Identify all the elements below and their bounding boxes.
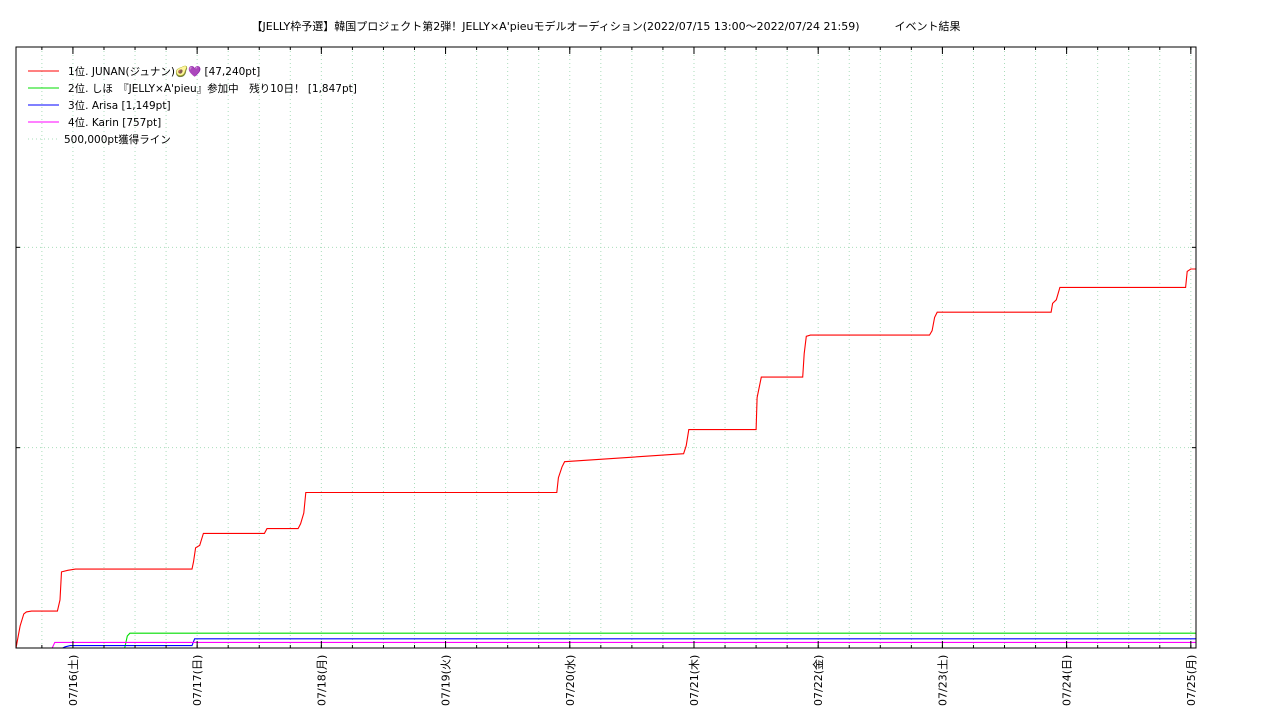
grid-layer: [16, 47, 1196, 648]
x-tick-label: 07/25(月): [1185, 655, 1198, 706]
chart-title: 【JELLY枠予選】韓国プロジェクト第2弾！JELLY×A'pieuモデルオーデ…: [0, 18, 1212, 34]
series-layer: [15, 268, 1196, 649]
x-tick-label: 07/18(月): [315, 655, 328, 706]
x-tick-label: 07/19(火): [440, 655, 453, 706]
x-tick-label: 07/17(日): [191, 655, 204, 706]
chart-title-suffix: イベント結果: [894, 20, 961, 33]
x-tick-label: 07/16(土): [67, 655, 80, 706]
series-line-1: [15, 268, 1196, 649]
legend: 1位. JUNAN(ジュナン)🥑💜 [47,240pt] 2位. しほ 『JELL…: [28, 64, 357, 146]
legend-label: 4位. Karin [757pt]: [68, 116, 161, 129]
x-tick-label: 07/23(土): [936, 655, 949, 706]
x-tick-label: 07/21(木): [688, 655, 701, 706]
series-line-2: [16, 632, 1196, 649]
chart-title-main: 【JELLY枠予選】韓国プロジェクト第2弾！JELLY×A'pieuモデルオーデ…: [251, 20, 860, 33]
tick-layer: 07/16(土) 07/17(日) 07/18(月) 07/19(火) 07/20(水)…: [16, 47, 1198, 706]
legend-label: 1位. JUNAN(ジュナン)🥑💜 [47,240pt]: [68, 64, 260, 78]
legend-label: 500,000pt獲得ライン: [64, 133, 171, 146]
x-tick-label: 07/24(日): [1061, 655, 1074, 706]
legend-label: 2位. しほ 『JELLY×A'pieu』参加中 残り10日！ [1,847pt…: [68, 82, 357, 95]
x-tick-label: 07/22(金): [811, 655, 825, 706]
series-line-3: [16, 638, 1196, 649]
legend-label: 3位. Arisa [1,149pt]: [68, 99, 171, 112]
x-tick-label: 07/20(水): [564, 655, 577, 706]
plot-frame: [15, 46, 1197, 649]
